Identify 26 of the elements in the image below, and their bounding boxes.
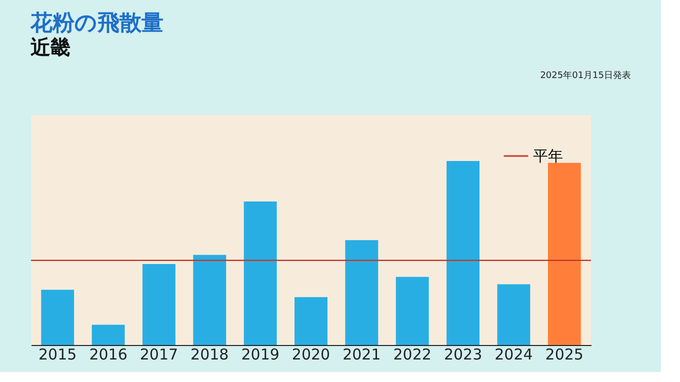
x-tick-label: 2016 bbox=[89, 346, 128, 364]
bar bbox=[41, 290, 74, 345]
bar bbox=[446, 161, 480, 345]
x-tick-label: 2019 bbox=[241, 346, 280, 364]
bar bbox=[345, 240, 378, 345]
x-tick-label: 2025 bbox=[545, 346, 584, 364]
x-tick-label: 2020 bbox=[292, 346, 330, 364]
x-tick-label: 2017 bbox=[140, 346, 178, 364]
chart-subtitle: 近畿 bbox=[29, 35, 70, 59]
bar bbox=[396, 276, 429, 345]
chart-title: 花粉の飛散量 bbox=[29, 11, 164, 36]
x-tick-label: 2015 bbox=[38, 346, 77, 364]
x-tick-label: 2018 bbox=[190, 346, 229, 364]
bar bbox=[142, 264, 176, 345]
x-tick-label: 2024 bbox=[494, 346, 533, 364]
text: 2025年01月15日発表 bbox=[540, 70, 631, 81]
bar bbox=[548, 162, 581, 345]
x-tick-label: 2023 bbox=[444, 346, 482, 364]
bar bbox=[497, 284, 530, 345]
bar bbox=[244, 201, 277, 345]
legend-label: 平年 bbox=[533, 147, 563, 165]
x-tick-label: 2022 bbox=[393, 346, 432, 364]
bar bbox=[92, 324, 125, 345]
bar bbox=[193, 254, 226, 345]
bar bbox=[294, 297, 328, 345]
x-tick-label: 2021 bbox=[342, 346, 381, 364]
